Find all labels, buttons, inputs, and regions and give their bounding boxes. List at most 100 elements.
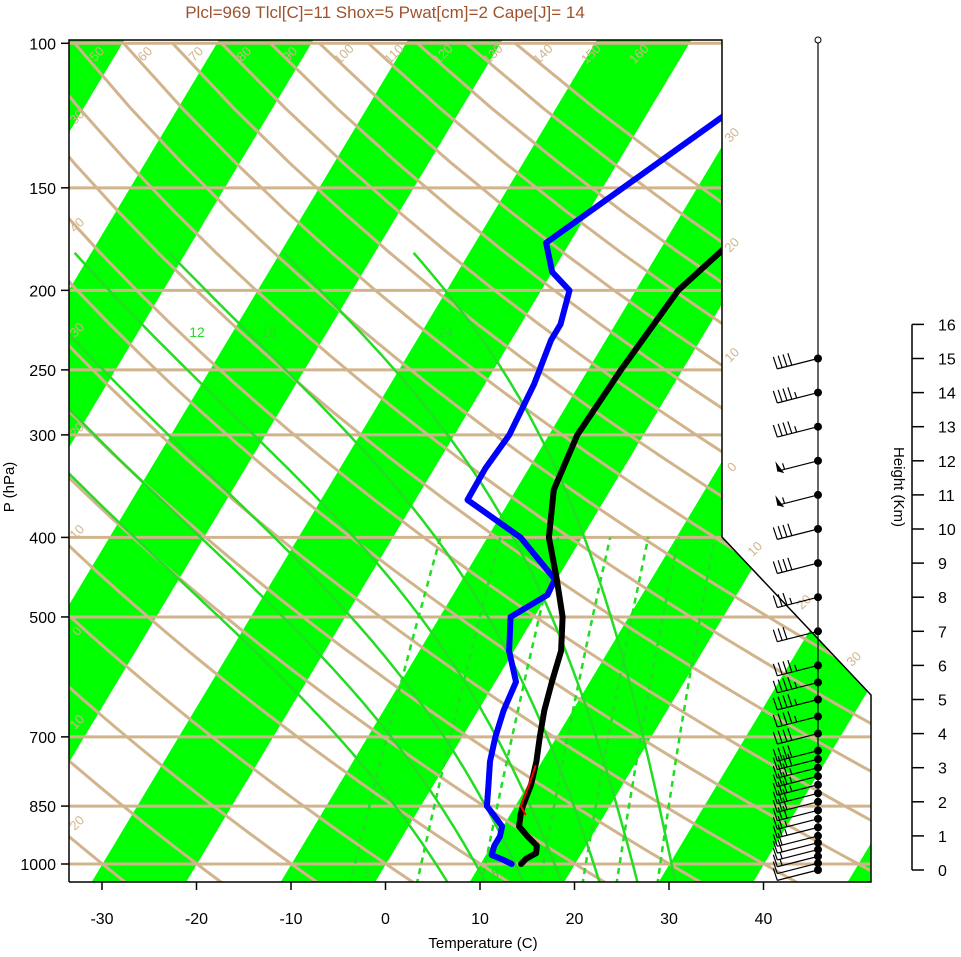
wind-top-marker bbox=[814, 36, 822, 44]
wind-barb-flag bbox=[777, 781, 783, 795]
wind-barb-flag bbox=[772, 861, 778, 874]
wind-barb-shaft bbox=[777, 392, 819, 404]
dry-adiabat-line bbox=[69, 42, 514, 882]
wind-barb-shaft bbox=[777, 826, 819, 839]
isotherm-label: 60 bbox=[134, 43, 155, 64]
wind-barb-shaft bbox=[777, 869, 819, 881]
isotherm-band bbox=[69, 40, 320, 882]
wind-barb-shaft bbox=[777, 750, 819, 762]
wind-barb-flag bbox=[772, 595, 778, 608]
temperature-tick-label: 10 bbox=[471, 911, 489, 928]
isotherm-label: 30 bbox=[843, 648, 864, 669]
height-tick-label: 16 bbox=[938, 317, 956, 334]
wind-barb-flag bbox=[777, 423, 783, 437]
wind-barb bbox=[772, 771, 822, 788]
wind-barb bbox=[772, 659, 822, 677]
wind-barb bbox=[772, 523, 822, 540]
height-tick-label: 3 bbox=[938, 761, 947, 778]
wind-barb-flag bbox=[772, 527, 778, 540]
wind-barb-flag bbox=[782, 806, 788, 819]
wind-barb-flag bbox=[782, 797, 788, 810]
wind-barb-flag bbox=[772, 854, 778, 867]
wind-barb-half-flag bbox=[789, 776, 793, 784]
wind-barb-shaft bbox=[777, 681, 819, 694]
wind-barb-flag bbox=[772, 817, 778, 830]
mixing-ratio-label: 24 bbox=[438, 324, 454, 340]
wind-barb-shaft bbox=[777, 767, 819, 779]
wind-barb-flag bbox=[772, 774, 778, 787]
wind-barb-pennant bbox=[775, 495, 785, 508]
wind-barb bbox=[772, 728, 822, 745]
wind-barb bbox=[772, 814, 822, 830]
dry-adiabat-line bbox=[69, 42, 871, 882]
wind-barb-flag bbox=[772, 680, 778, 694]
wind-barb-shaft bbox=[777, 862, 819, 875]
height-tick-label: 9 bbox=[938, 556, 947, 573]
wind-barb-half-flag bbox=[794, 664, 798, 672]
temperature-tick-label: 40 bbox=[755, 911, 773, 928]
wind-barb-flag bbox=[772, 390, 778, 404]
height-tick-label: 7 bbox=[938, 624, 947, 641]
wind-barb-shaft bbox=[777, 842, 819, 854]
dry-adiabat-line bbox=[171, 42, 871, 882]
height-tick-label: 10 bbox=[938, 522, 956, 539]
pressure-tick-label: 500 bbox=[29, 610, 56, 627]
mixing-ratio-label: 8 bbox=[491, 865, 499, 881]
wind-barb-half-flag bbox=[794, 681, 798, 689]
height-tick-label: 6 bbox=[938, 658, 947, 675]
wind-barb-half-flag bbox=[789, 785, 793, 792]
wind-barb-flag bbox=[777, 560, 783, 573]
wind-barb-shaft bbox=[777, 528, 819, 540]
wind-barb-flag bbox=[782, 627, 788, 640]
isotherm-label: 0 bbox=[724, 459, 740, 475]
wind-barb-column bbox=[772, 36, 822, 881]
wind-barb-flag bbox=[772, 561, 778, 574]
wind-barb-flag bbox=[782, 661, 788, 674]
wind-barb-shaft bbox=[777, 848, 819, 861]
wind-barb-flag bbox=[772, 847, 778, 861]
wind-barb-flag bbox=[777, 824, 783, 837]
mixing-ratio-label: 3 bbox=[362, 865, 370, 881]
mixing-ratio-label: 12 bbox=[189, 324, 205, 340]
wind-barb-flag bbox=[777, 389, 783, 402]
isotherm-label: 10 bbox=[744, 538, 765, 559]
wind-barb-shaft bbox=[777, 809, 819, 822]
wind-barb-shaft bbox=[777, 758, 819, 771]
wind-barb-pennant bbox=[775, 461, 785, 474]
wind-barb-flag bbox=[772, 868, 778, 881]
wind-barb-flag bbox=[782, 388, 788, 401]
dry-adiabat-line bbox=[69, 42, 706, 882]
dry-adiabat-line bbox=[269, 42, 871, 882]
wind-barb-flag bbox=[787, 352, 793, 366]
wind-barb-half-flag bbox=[784, 829, 788, 836]
wind-barb-flag bbox=[772, 757, 778, 770]
moist-adiabat-line bbox=[69, 252, 451, 882]
wind-barb-flag bbox=[787, 753, 793, 767]
wind-barb-flag bbox=[782, 678, 788, 691]
wind-barb-flag bbox=[782, 695, 788, 708]
moist-adiabat-line bbox=[282, 251, 640, 882]
mixing-ratio-line bbox=[581, 537, 650, 882]
wind-barb bbox=[772, 780, 822, 796]
isotherm-band bbox=[652, 40, 871, 882]
wind-barb-shaft bbox=[777, 801, 819, 813]
dry-adiabat-line bbox=[69, 42, 322, 882]
wind-barb-flag bbox=[772, 834, 778, 847]
wind-barb bbox=[772, 421, 822, 438]
wind-barb-flag bbox=[772, 424, 778, 438]
wind-barb bbox=[772, 627, 822, 643]
mixing-ratio-line bbox=[348, 537, 442, 882]
wind-barb-flag bbox=[787, 745, 793, 758]
pressure-tick-label: 400 bbox=[29, 530, 56, 547]
wind-barb-flag bbox=[777, 696, 783, 709]
wind-barb-shaft bbox=[777, 818, 819, 830]
pressure-tick-label: 250 bbox=[29, 363, 56, 380]
wind-barb-half-flag bbox=[794, 391, 798, 399]
wind-barb-shaft bbox=[777, 835, 819, 847]
isotherm-band bbox=[69, 40, 509, 882]
wind-barb bbox=[772, 693, 822, 711]
height-tick-label: 15 bbox=[938, 352, 956, 369]
dry-adiabat-line bbox=[122, 42, 871, 882]
wind-barb bbox=[772, 831, 822, 847]
pressure-tick-label: 300 bbox=[29, 428, 56, 445]
